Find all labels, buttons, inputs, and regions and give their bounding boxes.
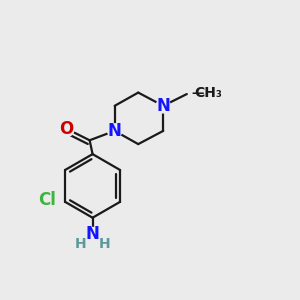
Text: N: N bbox=[108, 122, 122, 140]
Text: H: H bbox=[75, 237, 87, 251]
Text: N: N bbox=[85, 225, 100, 243]
Text: CH₃: CH₃ bbox=[194, 86, 222, 100]
Text: N: N bbox=[156, 97, 170, 115]
Circle shape bbox=[156, 99, 170, 113]
Circle shape bbox=[108, 124, 122, 138]
Text: Cl: Cl bbox=[38, 191, 56, 209]
Text: O: O bbox=[59, 119, 73, 137]
Text: H: H bbox=[98, 237, 110, 251]
Circle shape bbox=[38, 190, 57, 210]
Circle shape bbox=[58, 120, 74, 137]
Text: —: — bbox=[191, 87, 204, 100]
Circle shape bbox=[86, 227, 99, 240]
